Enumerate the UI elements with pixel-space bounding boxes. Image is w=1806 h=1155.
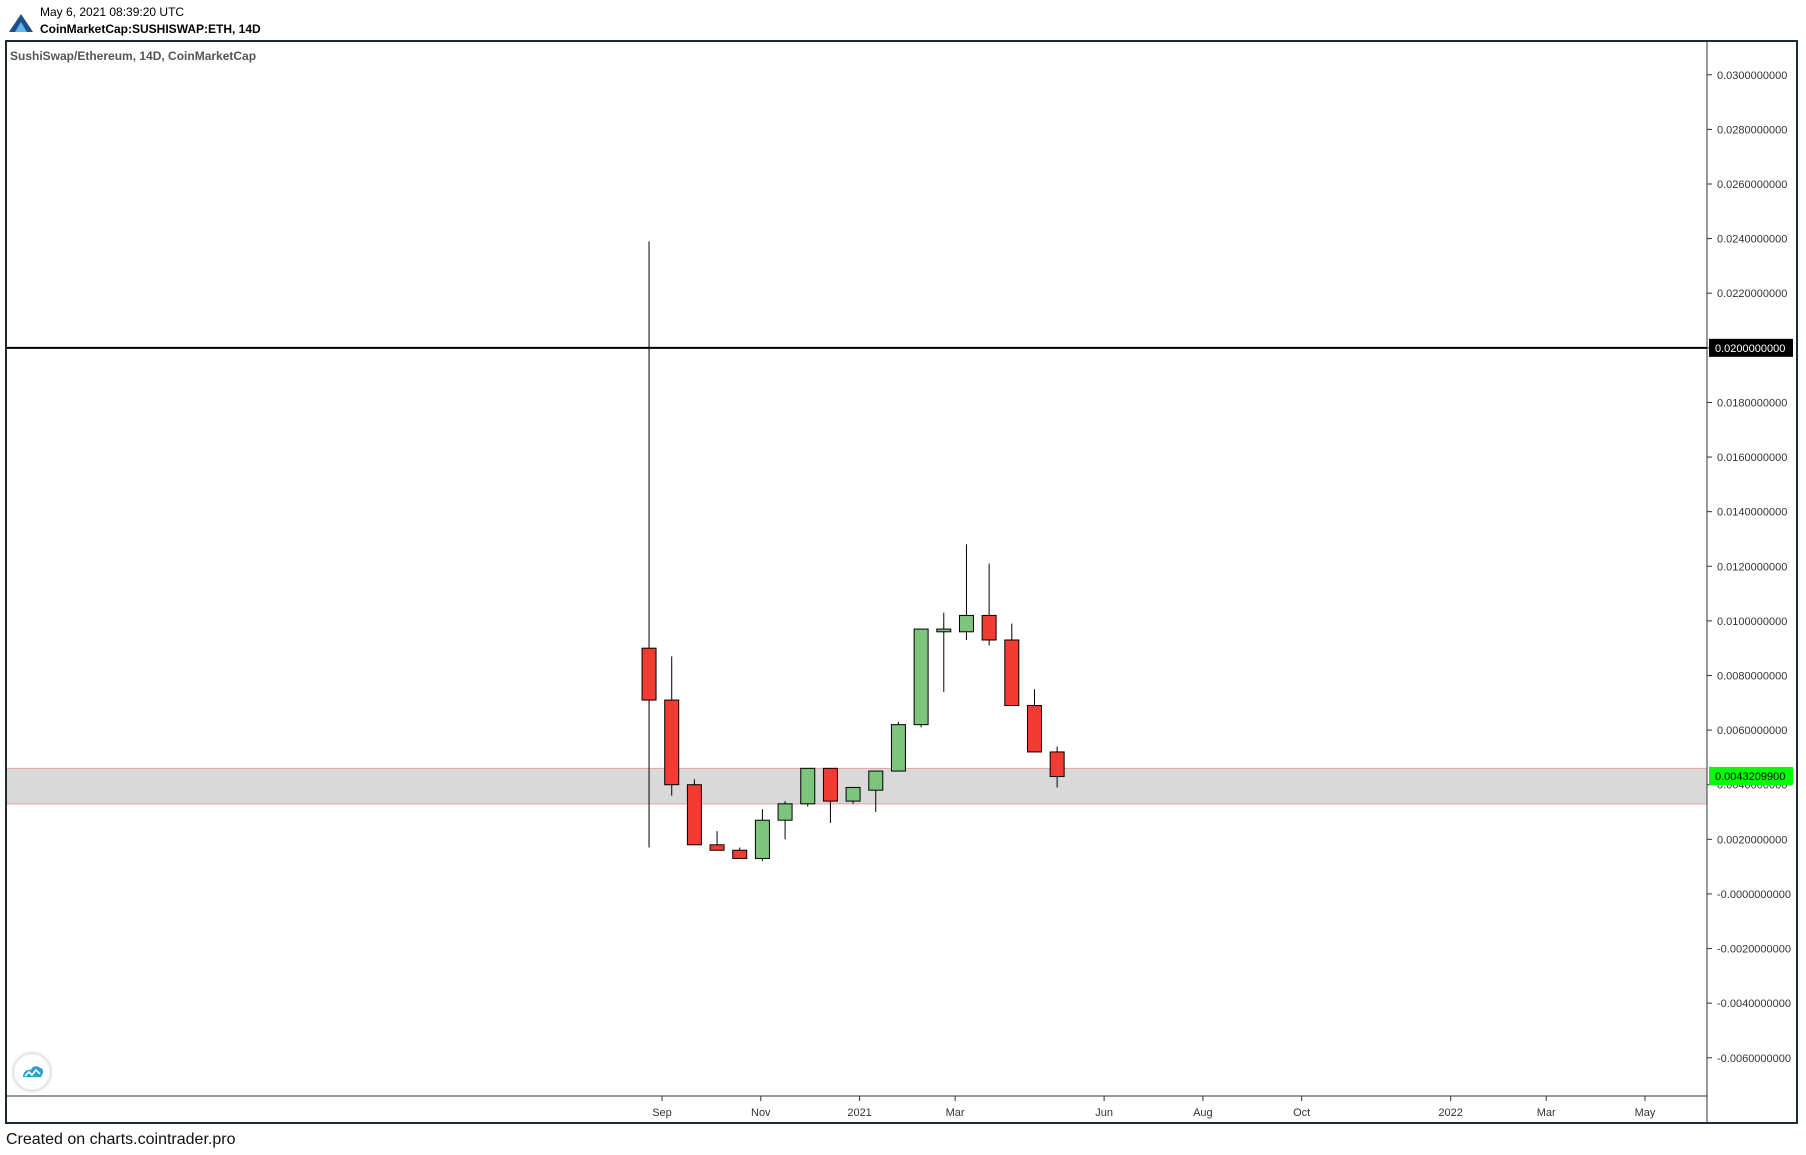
- candle-body: [800, 767, 816, 805]
- candles: [641, 241, 1065, 862]
- candle-body: [958, 614, 974, 633]
- last-price-label-bg: [1709, 766, 1793, 785]
- level-price-label: 0.0200000000: [1715, 343, 1785, 355]
- chart-frame: [5, 40, 1798, 1124]
- candle-body: [686, 784, 702, 846]
- time-tick-label: Oct: [1293, 1107, 1310, 1119]
- candle-body: [732, 849, 748, 859]
- time-tick-label: Aug: [1193, 1107, 1213, 1119]
- candle-body: [868, 770, 884, 791]
- price-tick-label: -0.0000000000: [1717, 889, 1791, 901]
- candle-body: [890, 724, 906, 772]
- time-tick-label: May: [1635, 1107, 1656, 1119]
- candle-body: [981, 614, 997, 641]
- price-tick-label: -0.0060000000: [1717, 1053, 1791, 1065]
- footer-credit: Created on charts.cointrader.pro: [6, 1131, 236, 1148]
- candle-body: [913, 628, 929, 726]
- chart-title: SushiSwap/Ethereum, 14D, CoinMarketCap: [10, 49, 257, 63]
- price-axis: 0.0300000000 0.0280000000 0.0260000000 0.02…: [1706, 42, 1791, 1124]
- level-price-label-bg: [1709, 338, 1793, 357]
- snapshot-date: May 6, 2021 08:39:20 UTC: [40, 5, 185, 19]
- price-tick-label: 0.0300000000: [1717, 70, 1787, 82]
- price-tick-label: -0.0020000000: [1717, 944, 1791, 956]
- time-tick-label: Nov: [751, 1107, 771, 1119]
- candle-body: [664, 699, 680, 786]
- cointrader-logo-icon: [9, 14, 33, 32]
- candle-body: [1004, 639, 1020, 707]
- price-tick-label: 0.0060000000: [1717, 725, 1787, 737]
- candle-body: [845, 786, 861, 802]
- time-tick-label: Jun: [1095, 1107, 1113, 1119]
- candle-body: [936, 628, 952, 633]
- price-tick-label: 0.0120000000: [1717, 561, 1787, 573]
- candle-body: [822, 767, 838, 802]
- price-tick-label: 0.0180000000: [1717, 397, 1787, 409]
- time-tick-label: 2021: [847, 1107, 871, 1119]
- price-tick-label: 0.0160000000: [1717, 452, 1787, 464]
- candle-body: [709, 844, 725, 851]
- candle-body: [1049, 751, 1065, 778]
- candle-body: [641, 647, 657, 701]
- candle-body: [777, 803, 793, 821]
- price-tick-label: 0.0280000000: [1717, 124, 1787, 136]
- time-tick-label: Mar: [946, 1107, 965, 1119]
- time-axis: Sep Nov 2021 Mar Jun Aug Oct 2022 Mar May: [7, 1095, 1707, 1119]
- candle-body: [754, 819, 770, 859]
- price-tick-label: 0.0080000000: [1717, 670, 1787, 682]
- price-tick-label: 0.0240000000: [1717, 234, 1787, 246]
- time-tick-label: Mar: [1537, 1107, 1556, 1119]
- time-tick-label: Sep: [652, 1107, 672, 1119]
- tradingview-icon: [23, 1066, 44, 1077]
- price-tick-label: 0.0260000000: [1717, 179, 1787, 191]
- price-tick-label: 0.0140000000: [1717, 507, 1787, 519]
- tradingview-badge[interactable]: [14, 1054, 50, 1090]
- candle-body: [1026, 705, 1042, 753]
- price-labels: 0.0200000000 0.0043209900: [1709, 338, 1793, 785]
- price-tick-label: 0.0100000000: [1717, 616, 1787, 628]
- time-tick-label: 2022: [1438, 1107, 1462, 1119]
- price-tick-label: 0.0220000000: [1717, 288, 1787, 300]
- symbol-label: CoinMarketCap:SUSHISWAP:ETH, 14D: [40, 22, 261, 36]
- header: May 6, 2021 08:39:20 UTC CoinMarketCap:S…: [0, 0, 1806, 40]
- last-price-label: 0.0043209900: [1715, 771, 1785, 783]
- price-tick-label: -0.0040000000: [1717, 998, 1791, 1010]
- price-tick-label: 0.0020000000: [1717, 834, 1787, 846]
